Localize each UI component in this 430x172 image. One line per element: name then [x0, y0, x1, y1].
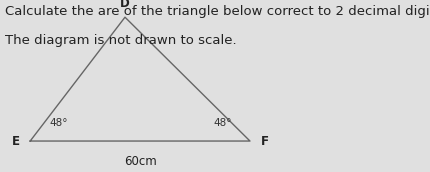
- Text: 60cm: 60cm: [123, 155, 156, 168]
- Text: D: D: [120, 0, 129, 10]
- Text: 48°: 48°: [213, 118, 231, 128]
- Text: F: F: [260, 135, 268, 148]
- Text: 48°: 48°: [49, 118, 68, 128]
- Text: E: E: [11, 135, 19, 148]
- Text: Calculate the are of the triangle below correct to 2 decimal digits.: Calculate the are of the triangle below …: [5, 5, 430, 18]
- Text: The diagram is not drawn to scale.: The diagram is not drawn to scale.: [5, 34, 236, 47]
